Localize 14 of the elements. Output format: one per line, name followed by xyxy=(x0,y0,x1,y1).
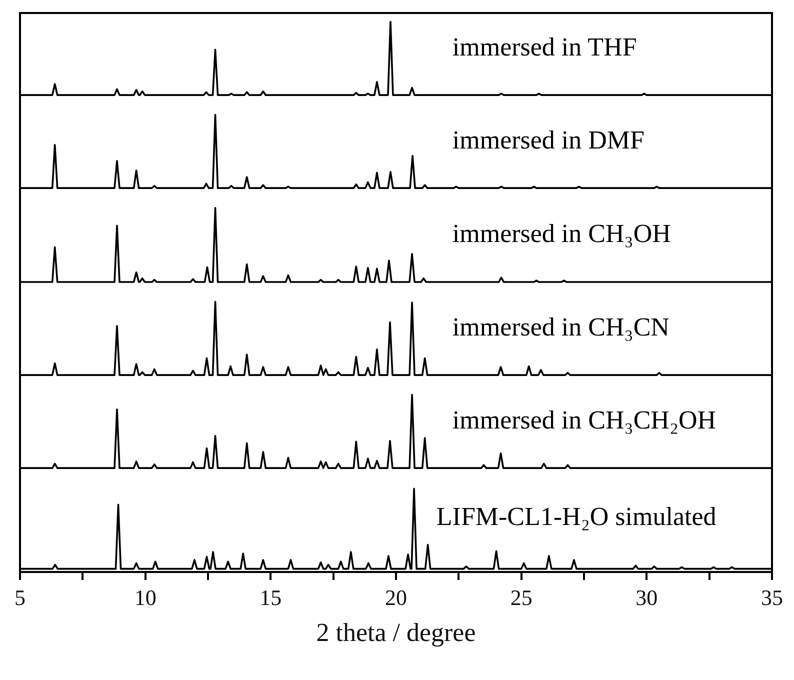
series-label: immersed in CH₃OH xyxy=(452,218,672,248)
x-tick-label: 20 xyxy=(385,584,407,610)
series-label: immersed in CH₃CN xyxy=(452,312,670,342)
series-label: LIFM-CL1-H₂O simulated xyxy=(436,502,716,531)
series-label: immersed in CH₃CH₂OH xyxy=(452,406,716,435)
x-tick-label: 25 xyxy=(510,584,532,610)
x-tick-label: 15 xyxy=(260,584,282,610)
x-tick-label: 30 xyxy=(636,584,658,610)
series-label: immersed in THF xyxy=(452,32,637,62)
x-axis-title: 2 theta / degree xyxy=(316,618,476,648)
x-tick-label: 35 xyxy=(761,584,783,610)
series-label: immersed in DMF xyxy=(452,126,645,155)
x-tick-label: 10 xyxy=(134,584,156,610)
x-tick-label: 5 xyxy=(14,584,26,610)
